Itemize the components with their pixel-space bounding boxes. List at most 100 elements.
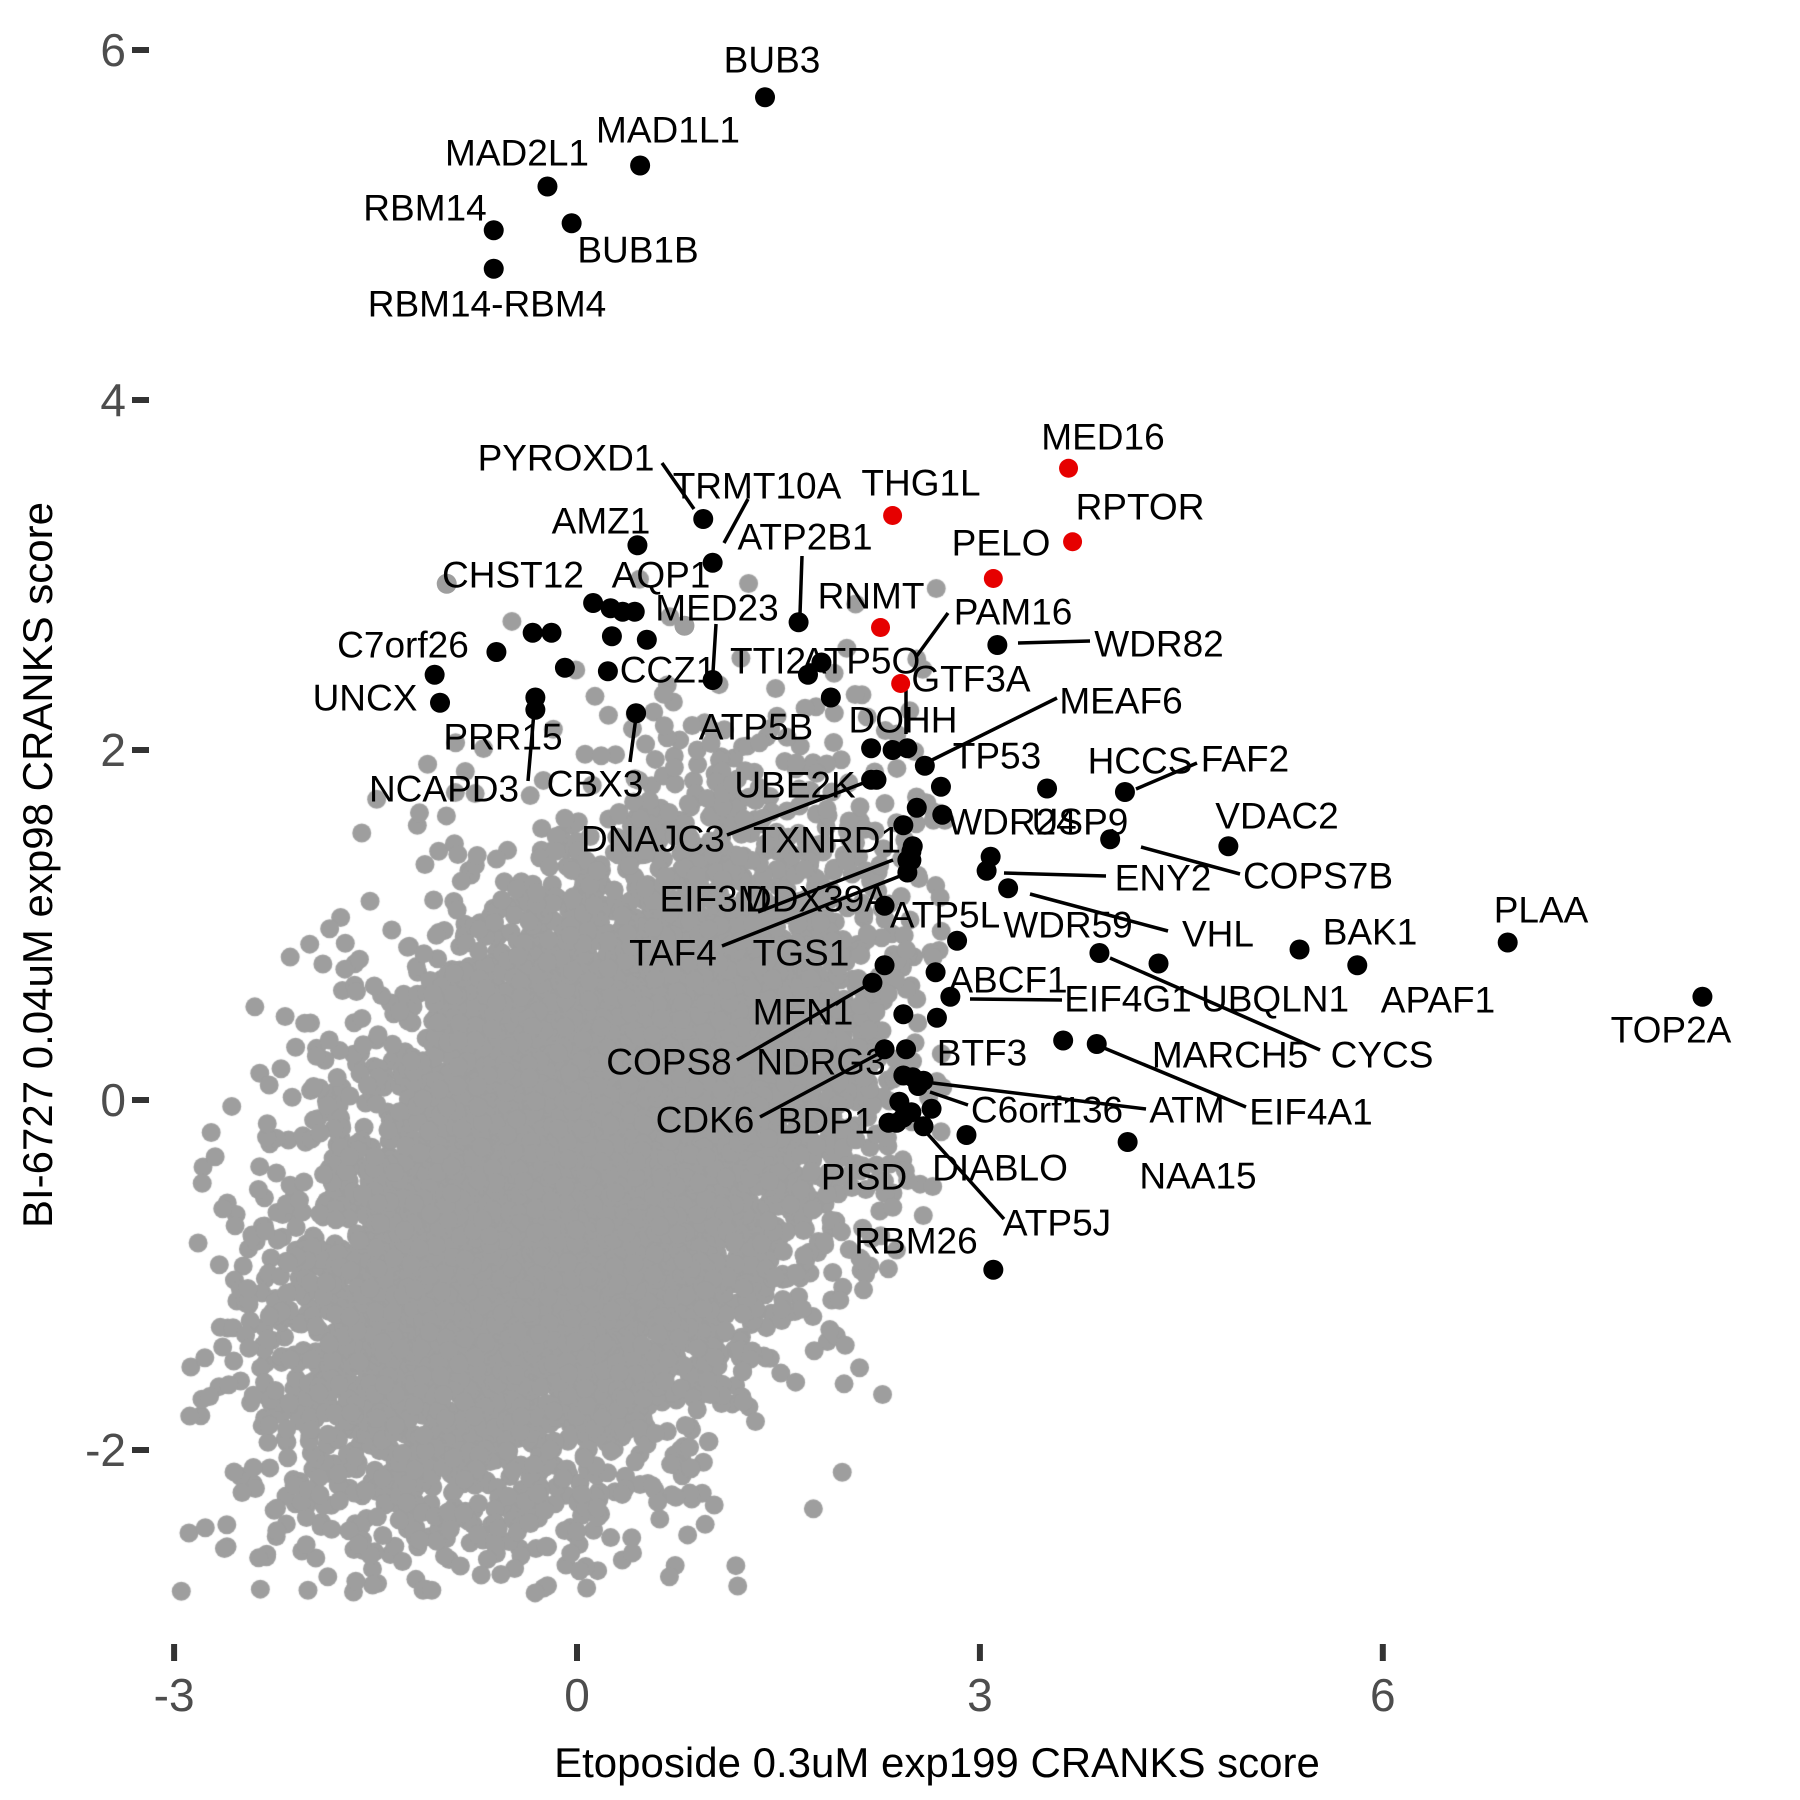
gene-label-RBM14: RBM14	[363, 187, 487, 229]
gene-point	[861, 738, 882, 759]
gene-point	[1497, 932, 1518, 953]
unlabeled-black-point	[554, 657, 575, 678]
unlabeled-black-point	[926, 1007, 947, 1028]
gene-point	[788, 612, 809, 633]
label-connector-line	[969, 997, 1063, 1002]
gene-point	[930, 776, 951, 797]
gene-label-MED23: MED23	[655, 587, 779, 629]
unlabeled-black-point	[601, 626, 622, 647]
gene-point	[925, 962, 946, 983]
label-connector-line	[726, 780, 867, 837]
gene-label-DIABLO: DIABLO	[932, 1147, 1068, 1189]
gene-label-UNCX: UNCX	[312, 677, 418, 719]
gene-point	[896, 1039, 917, 1060]
unlabeled-black-point	[636, 629, 657, 650]
gene-point	[987, 635, 1008, 655]
gene-label-TAF4: TAF4	[629, 932, 717, 974]
unlabeled-black-point	[541, 622, 562, 643]
label-connector-line	[1003, 871, 1107, 878]
gene-label-HCCS: HCCS	[1087, 740, 1193, 782]
gene-label-PELO: PELO	[951, 522, 1051, 564]
gene-point	[1347, 955, 1368, 976]
gene-point	[1692, 986, 1713, 1007]
label-connector-line	[923, 1129, 1006, 1221]
gene-point	[976, 860, 997, 881]
gene-label-BUB3: BUB3	[723, 39, 821, 81]
gene-point	[998, 878, 1019, 899]
label-connector-line	[932, 1081, 1147, 1111]
unlabeled-black-point	[624, 601, 645, 622]
label-connector-line	[722, 498, 750, 544]
gene-point	[630, 155, 651, 176]
gene-point	[901, 1102, 922, 1123]
gene-label-RBM14-RBM4: RBM14-RBM4	[367, 283, 607, 325]
gene-label-CBX3: CBX3	[546, 763, 644, 805]
gene-label-TXNRD1: TXNRD1	[752, 819, 902, 861]
gene-point	[483, 220, 504, 241]
gene-point	[702, 670, 723, 690]
x-tick-label: 0	[564, 1669, 590, 1721]
gene-label-MARCH5: MARCH5	[1151, 1034, 1309, 1076]
unlabeled-black-point	[921, 1098, 942, 1119]
gene-point	[674, 615, 695, 636]
gene-label-TTI2: TTI2	[729, 640, 807, 682]
gene-label-WDR59: WDR59	[1003, 904, 1133, 946]
label-connector-line	[711, 623, 718, 673]
label-connector-line	[721, 874, 901, 948]
gene-point	[874, 895, 895, 916]
unlabeled-black-point	[882, 740, 903, 760]
gene-label-TGS1: TGS1	[752, 932, 850, 974]
gene-label-PRR15: PRR15	[443, 716, 563, 758]
gene-label-AMZ1: AMZ1	[551, 500, 651, 542]
label-connector-line	[1029, 892, 1169, 933]
gene-point	[1063, 532, 1083, 552]
gene-point	[883, 506, 903, 525]
unlabeled-black-point	[897, 738, 918, 759]
gene-point	[861, 769, 882, 790]
gene-point	[1114, 782, 1135, 802]
y-tick-label: 0	[100, 1074, 126, 1126]
label-connector-line	[798, 555, 804, 615]
gene-point	[627, 535, 648, 556]
gene-point	[1037, 778, 1058, 799]
label-connector-line	[1103, 1046, 1247, 1109]
y-tick-label: 4	[100, 374, 126, 426]
gene-label-PISD: PISD	[820, 1156, 908, 1198]
gene-point	[424, 664, 445, 685]
gene-point	[525, 699, 546, 720]
gene-label-MAD1L1: MAD1L1	[596, 109, 740, 151]
gene-label-DOHH: DOHH	[848, 699, 958, 741]
gene-label-BTF3: BTF3	[936, 1032, 1028, 1074]
gene-label-RNMT: RNMT	[817, 575, 925, 617]
gene-label-FAF2: FAF2	[1200, 738, 1290, 780]
gene-point	[1059, 458, 1079, 478]
label-connector-line	[929, 696, 1058, 763]
gene-label-ENY2: ENY2	[1114, 857, 1212, 899]
label-connector-line	[1017, 639, 1091, 645]
label-connector-line	[1135, 761, 1198, 791]
gene-label-DDX39A: DDX39A	[745, 878, 889, 920]
gene-label-MAD2L1: MAD2L1	[445, 132, 589, 174]
gene-label-USP9: USP9	[1031, 801, 1129, 843]
gene-label-BUB1B: BUB1B	[577, 229, 699, 271]
gene-point	[874, 1039, 895, 1060]
gene-label-ATP5O: ATP5O	[801, 640, 921, 682]
gene-label-NCAPD3: NCAPD3	[368, 768, 520, 810]
label-connector-line	[628, 716, 638, 763]
gene-label-AQP1: AQP1	[611, 554, 711, 596]
gene-point	[483, 258, 504, 279]
gene-label-ATP2B1: ATP2B1	[737, 516, 873, 558]
gene-point	[956, 1125, 977, 1145]
unlabeled-black-point	[486, 642, 507, 662]
gene-label-TP53: TP53	[952, 735, 1042, 777]
gene-point	[1053, 1030, 1074, 1051]
gene-point	[1218, 836, 1239, 857]
gene-point	[914, 755, 935, 776]
gene-point	[1100, 829, 1121, 850]
gene-label-CDK6: CDK6	[655, 1099, 755, 1141]
gene-point	[561, 213, 582, 234]
gene-label-COPS7B: COPS7B	[1242, 855, 1394, 897]
label-connector-line	[929, 1090, 969, 1107]
x-tick-label: 3	[967, 1669, 993, 1721]
